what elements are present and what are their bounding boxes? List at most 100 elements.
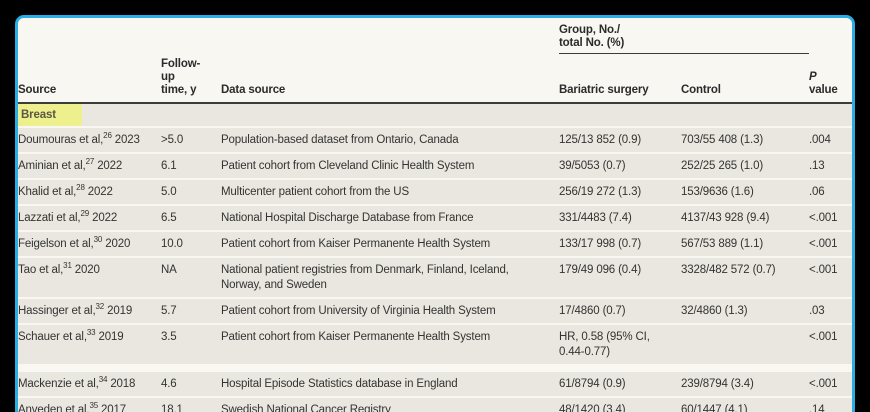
table-row: Aminian et al,27 2022 6.1 Patient cohort … bbox=[18, 154, 852, 178]
cell-followup: 4.6 bbox=[161, 378, 177, 390]
cell-pvalue: <.001 bbox=[809, 212, 838, 224]
cell-datasource: Patient cohort from Kaiser Permanente He… bbox=[221, 331, 491, 343]
source-year: 2019 bbox=[98, 331, 124, 343]
cell-control bbox=[681, 325, 809, 364]
cell-followup: 5.7 bbox=[161, 305, 177, 317]
reference-superscript: 35 bbox=[89, 401, 99, 411]
source-year: 2022 bbox=[87, 186, 113, 198]
column-header-bariatric: Bariatric surgery bbox=[559, 84, 649, 96]
cell-bariatric: 331/4483 (7.4) bbox=[559, 212, 632, 224]
table-row: Lazzati et al,29 2022 6.5 National Hospit… bbox=[18, 206, 852, 230]
reference-superscript: 30 bbox=[93, 235, 103, 245]
cell-bariatric: HR, 0.58 (95% CI, 0.44-0.77) bbox=[559, 331, 650, 358]
cell-pvalue: <.001 bbox=[809, 238, 838, 250]
cell-control: 153/9636 (1.6) bbox=[681, 186, 754, 198]
column-header-source: Source bbox=[18, 84, 57, 96]
cell-control: 3328/482 572 (0.7) bbox=[681, 264, 776, 276]
table-row: Mackenzie et al,34 2018 4.6 Hospital Epis… bbox=[18, 372, 852, 396]
cell-control: 239/8794 (3.4) bbox=[681, 378, 754, 390]
cell-pvalue: .14 bbox=[809, 404, 825, 412]
cell-followup: NA bbox=[161, 264, 177, 276]
table-row: Tao et al,31 2020 NA National patient reg… bbox=[18, 258, 852, 297]
cell-source: Anveden et al,35 2017 bbox=[18, 398, 161, 412]
group-header-line2: total No. (%) bbox=[559, 37, 625, 49]
cell-source: Hassinger et al,32 2019 bbox=[18, 299, 161, 323]
cell-control: 4137/43 928 (9.4) bbox=[681, 212, 770, 224]
column-header-datasource: Data source bbox=[221, 84, 286, 96]
source-year: 2019 bbox=[107, 305, 133, 317]
cell-pvalue: .13 bbox=[809, 160, 825, 172]
cell-source: Aminian et al,27 2022 bbox=[18, 154, 161, 178]
table-row: Hassinger et al,32 2019 5.7 Patient cohor… bbox=[18, 299, 852, 323]
source-year: 2018 bbox=[110, 378, 136, 390]
column-header-control: Control bbox=[681, 84, 721, 96]
cell-datasource: Population-based dataset from Ontario, C… bbox=[221, 134, 459, 146]
followup-header-line1: Follow-up bbox=[161, 58, 201, 83]
reference-superscript: 26 bbox=[103, 131, 112, 141]
cell-pvalue: <.001 bbox=[809, 378, 838, 390]
source-text: Anveden et al, bbox=[18, 404, 90, 412]
cell-control: 252/25 265 (1.0) bbox=[681, 160, 763, 172]
group-column-header: Group, No./ total No. (%) bbox=[559, 22, 809, 54]
table-row: Feigelson et al,30 2020 10.0 Patient coho… bbox=[18, 232, 852, 256]
pvalue-header-italic-p: P bbox=[809, 71, 817, 83]
cell-datasource: Patient cohort from Kaiser Permanente He… bbox=[221, 238, 491, 250]
source-text: Aminian et al, bbox=[18, 160, 86, 172]
cell-pvalue: .03 bbox=[809, 305, 825, 317]
cell-pvalue: <.001 bbox=[809, 264, 838, 276]
cell-source: Schauer et al,33 2019 bbox=[18, 325, 161, 364]
source-text: Feigelson et al, bbox=[18, 238, 94, 250]
cell-pvalue: .004 bbox=[809, 134, 831, 146]
row-section-gap bbox=[18, 366, 852, 372]
cell-bariatric: 256/19 272 (1.3) bbox=[559, 186, 641, 198]
group-header-line1: Group, No./ bbox=[559, 24, 620, 36]
cell-followup: >5.0 bbox=[161, 134, 184, 146]
cell-control: 567/53 889 (1.1) bbox=[681, 238, 763, 250]
source-year: 2022 bbox=[97, 160, 123, 172]
cell-datasource: Hospital Episode Statistics database in … bbox=[221, 378, 458, 390]
cell-followup: 18.1 bbox=[161, 404, 183, 412]
cell-bariatric: 125/13 852 (0.9) bbox=[559, 134, 641, 146]
cell-source: Tao et al,31 2020 bbox=[18, 258, 161, 297]
cell-source: Doumouras et al,26 2023 bbox=[18, 128, 161, 152]
cell-datasource: National Hospital Discharge Database fro… bbox=[221, 212, 474, 224]
cell-source: Feigelson et al,30 2020 bbox=[18, 232, 161, 256]
cell-bariatric: 17/4860 (0.7) bbox=[559, 305, 626, 317]
cell-datasource: National patient registries from Denmark… bbox=[221, 264, 509, 291]
source-text: Mackenzie et al, bbox=[18, 378, 99, 390]
cell-datasource: Patient cohort from University of Virgin… bbox=[221, 305, 496, 317]
reference-superscript: 32 bbox=[95, 302, 105, 312]
cell-followup: 5.0 bbox=[161, 186, 177, 198]
cell-control: 60/1447 (4.1) bbox=[681, 404, 748, 412]
cell-bariatric: 48/1420 (3.4) bbox=[559, 404, 626, 412]
source-year: 2020 bbox=[105, 238, 131, 250]
source-text: Tao et al, bbox=[18, 264, 64, 276]
reference-superscript: 31 bbox=[63, 261, 72, 271]
followup-header-line2: time, y bbox=[161, 84, 197, 96]
cell-datasource: Patient cohort from Cleveland Clinic Hea… bbox=[221, 160, 475, 172]
cell-followup: 6.5 bbox=[161, 212, 177, 224]
reference-superscript: 33 bbox=[86, 328, 96, 338]
cell-source: Khalid et al,28 2022 bbox=[18, 180, 161, 204]
section-label: Breast bbox=[21, 109, 56, 121]
column-header-pvalue: P value bbox=[809, 67, 852, 102]
cell-source: Lazzati et al,29 2022 bbox=[18, 206, 161, 230]
cell-control: 703/55 408 (1.3) bbox=[681, 134, 763, 146]
source-text: Lazzati et al, bbox=[18, 212, 81, 224]
cell-datasource: Multicenter patient cohort from the US bbox=[221, 186, 409, 198]
source-year: 2017 bbox=[101, 404, 127, 412]
cell-followup: 6.1 bbox=[161, 160, 177, 172]
table-row: Doumouras et al,26 2023 >5.0 Population-b… bbox=[18, 128, 852, 152]
cell-bariatric: 179/49 096 (0.4) bbox=[559, 264, 641, 276]
reference-superscript: 28 bbox=[76, 183, 85, 193]
table-row: Khalid et al,28 2022 5.0 Multicenter pati… bbox=[18, 180, 852, 204]
source-year: 2022 bbox=[92, 212, 118, 224]
cell-pvalue: .06 bbox=[809, 186, 825, 198]
source-year: 2023 bbox=[114, 134, 140, 146]
pvalue-header-rest: value bbox=[809, 84, 838, 96]
section-row-breast: Breast bbox=[18, 104, 852, 126]
section-highlight: Breast bbox=[18, 104, 82, 126]
cell-followup: 3.5 bbox=[161, 331, 177, 343]
cell-bariatric: 61/8794 (0.9) bbox=[559, 378, 626, 390]
